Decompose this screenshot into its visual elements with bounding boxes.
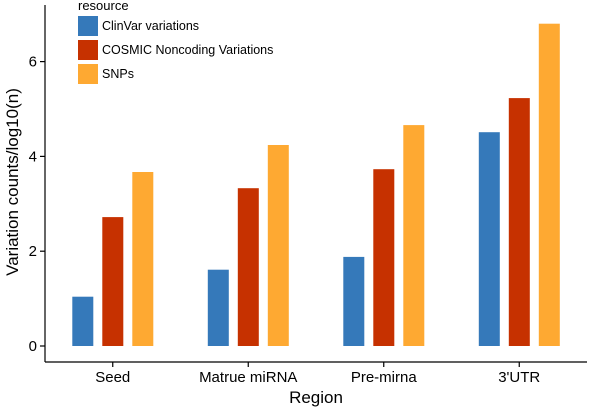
bar bbox=[478, 132, 500, 346]
y-ticks: 0 2 4 6 bbox=[29, 54, 45, 355]
bar bbox=[267, 145, 289, 346]
y-tick-label: 6 bbox=[29, 54, 37, 71]
y-tick-label: 2 bbox=[29, 243, 37, 260]
bar bbox=[373, 169, 395, 346]
axes bbox=[44, 5, 587, 363]
x-ticks: Seed Matrue miRNA Pre-mirna 3'UTR bbox=[95, 362, 540, 386]
legend-label: COSMIC Noncoding Variations bbox=[102, 43, 273, 57]
bar bbox=[508, 98, 530, 346]
bar bbox=[72, 296, 94, 346]
legend-label: SNPs bbox=[102, 67, 134, 81]
bar bbox=[132, 172, 154, 346]
x-tick-label: 3'UTR bbox=[498, 369, 540, 386]
legend-label: ClinVar variations bbox=[102, 19, 199, 33]
y-tick-label: 0 bbox=[29, 338, 37, 355]
legend-title: resource bbox=[78, 0, 129, 13]
legend-key bbox=[78, 40, 98, 60]
x-tick-label: Seed bbox=[95, 369, 130, 386]
y-tick-label: 4 bbox=[29, 148, 37, 165]
bar bbox=[237, 188, 259, 346]
legend-key bbox=[78, 64, 98, 84]
bar bbox=[538, 23, 560, 346]
legend-key bbox=[78, 16, 98, 36]
y-axis-title: Variation counts/log10(n) bbox=[3, 88, 22, 276]
x-tick-label: Pre-mirna bbox=[351, 369, 418, 386]
bar bbox=[343, 256, 365, 346]
x-tick-label: Matrue miRNA bbox=[199, 369, 297, 386]
legend: resource ClinVar variations COSMIC Noncod… bbox=[78, 0, 273, 84]
bars bbox=[72, 23, 560, 346]
bar bbox=[207, 269, 229, 346]
bar bbox=[102, 217, 124, 346]
bar bbox=[403, 125, 425, 346]
x-axis-title: Region bbox=[289, 388, 343, 407]
